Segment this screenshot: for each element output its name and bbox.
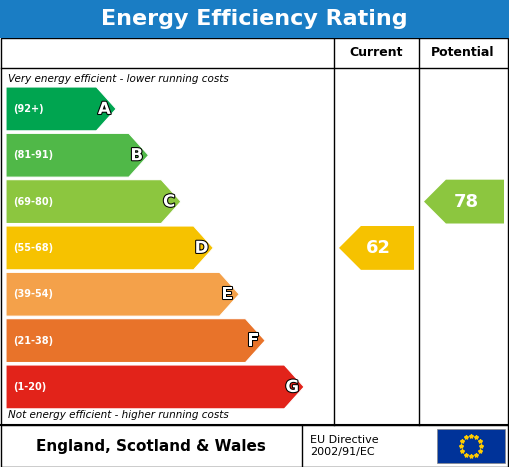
Bar (437, 429, 505, 463)
Text: E: E (222, 285, 233, 303)
Text: England, Scotland & Wales: England, Scotland & Wales (36, 439, 266, 453)
Bar (1, 425, 508, 467)
Text: B: B (130, 146, 143, 164)
Polygon shape (6, 226, 213, 270)
Text: D: D (194, 239, 208, 257)
Polygon shape (6, 272, 239, 316)
Text: C: C (163, 192, 175, 211)
Text: A: A (98, 100, 111, 118)
Text: 78: 78 (454, 192, 479, 211)
Polygon shape (339, 226, 414, 270)
Polygon shape (6, 365, 304, 409)
Polygon shape (424, 180, 504, 224)
Text: Very energy efficient - lower running costs: Very energy efficient - lower running co… (8, 74, 229, 84)
Text: F: F (248, 332, 259, 350)
Text: Energy Efficiency Rating: Energy Efficiency Rating (101, 9, 408, 29)
Text: G: G (286, 378, 299, 396)
Polygon shape (6, 134, 149, 177)
Bar (1, 38, 508, 425)
Text: (92+): (92+) (13, 104, 44, 114)
Text: (69-80): (69-80) (13, 197, 53, 206)
Text: (39-54): (39-54) (13, 289, 53, 299)
Text: Not energy efficient - higher running costs: Not energy efficient - higher running co… (8, 410, 229, 420)
Text: Potential: Potential (431, 47, 495, 59)
Bar (0, 0, 509, 38)
Text: Current: Current (350, 47, 403, 59)
Polygon shape (6, 180, 181, 224)
Text: (1-20): (1-20) (13, 382, 46, 392)
Text: (55-68): (55-68) (13, 243, 53, 253)
Polygon shape (6, 318, 265, 362)
Polygon shape (6, 87, 116, 131)
Text: 62: 62 (366, 239, 391, 257)
Text: EU Directive
2002/91/EC: EU Directive 2002/91/EC (310, 435, 379, 457)
Text: (81-91): (81-91) (13, 150, 53, 160)
Text: (21-38): (21-38) (13, 336, 53, 346)
